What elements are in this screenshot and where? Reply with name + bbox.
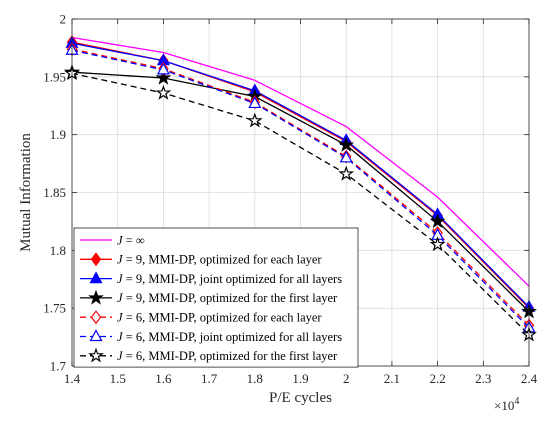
data-point xyxy=(155,69,172,85)
legend-label-variable: J xyxy=(117,233,124,247)
legend-label: J = 9, MMI-DP, optimized for each layer xyxy=(117,253,322,267)
legend-marker xyxy=(90,252,102,267)
x-tick-label: 2 xyxy=(343,371,350,386)
legend-label-text: = 9, MMI-DP, joint optimized for all lay… xyxy=(123,272,343,286)
series-line xyxy=(71,36,530,287)
data-point xyxy=(246,112,263,128)
y-tick-label: 1.8 xyxy=(50,243,66,258)
y-tick-label: 2 xyxy=(60,12,67,27)
legend-label: J = 6, MMI-DP, optimized for each layer xyxy=(117,311,322,325)
legend-marker xyxy=(89,329,103,342)
y-tick-label: 1.7 xyxy=(50,359,67,374)
data-point xyxy=(156,62,170,75)
data-point xyxy=(155,84,172,100)
legend-entry: J = 6, MMI-DP, optimized for each layer xyxy=(80,310,322,325)
x-tick-label: 1.9 xyxy=(292,371,308,386)
x-tick-label: 2.4 xyxy=(521,371,538,386)
data-point xyxy=(338,165,355,181)
legend-box xyxy=(73,227,359,368)
legend-label-text: = ∞ xyxy=(123,233,145,247)
legend-marker xyxy=(89,271,103,284)
legend-entry: J = 6, MMI-DP, joint optimized for all l… xyxy=(80,329,342,344)
legend-label: J = 9, MMI-DP, optimized for the first l… xyxy=(117,291,338,305)
data-point xyxy=(248,96,262,109)
legend-label-text: = 9, MMI-DP, optimized for each layer xyxy=(123,253,323,267)
y-tick-label: 1.75 xyxy=(43,301,66,316)
y-axis-label: Mutual Information xyxy=(18,133,34,252)
legend-marker xyxy=(88,289,104,305)
x-multiplier-base: ×10 xyxy=(494,398,514,413)
data-point xyxy=(339,150,353,163)
legend-marker xyxy=(90,310,102,325)
legend-label-text: = 6, MMI-DP, joint optimized for all lay… xyxy=(123,330,343,344)
y-tick-label: 1.9 xyxy=(50,127,66,142)
ticks: 1.4 1.5 1.6 1.7 1.8 1.9 2 2.1 2.2 2.3 2.4 1.7 1.75 1.… xyxy=(43,12,537,387)
x-tick-label: 2.1 xyxy=(384,371,400,386)
data-point xyxy=(338,136,355,152)
series-line xyxy=(71,42,530,308)
legend-entry: J = 9, MMI-DP, optimized for the first l… xyxy=(80,289,338,305)
legend-entry: J = ∞ xyxy=(80,233,145,247)
series-line xyxy=(71,49,530,329)
legend-entry: J = 6, MMI-DP, optimized for the first l… xyxy=(80,347,338,363)
legend-label-variable: J xyxy=(117,291,124,305)
legend-label: J = 9, MMI-DP, joint optimized for all l… xyxy=(117,272,342,286)
x-tick-label: 2.3 xyxy=(475,371,491,386)
x-axis-label: P/E cycles xyxy=(269,390,332,406)
series-line xyxy=(71,72,530,336)
series-1 xyxy=(71,36,530,287)
legend-label-text: = 6, MMI-DP, optimized for each layer xyxy=(123,311,323,325)
legend-label-variable: J xyxy=(117,253,124,267)
x-axis-multiplier: ×104 xyxy=(494,396,519,413)
series-layer xyxy=(64,35,537,342)
x-tick-label: 1.8 xyxy=(247,371,263,386)
series-line xyxy=(71,48,530,326)
x-tick-label: 1.4 xyxy=(64,371,81,386)
y-tick-label: 1.85 xyxy=(43,185,66,200)
legend-label-text: = 9, MMI-DP, optimized for the first lay… xyxy=(123,291,338,305)
x-tick-label: 2.2 xyxy=(429,371,445,386)
x-tick-label: 1.6 xyxy=(155,371,172,386)
legend-label-text: = 6, MMI-DP, optimized for the first lay… xyxy=(123,349,338,363)
x-tick-label: 1.7 xyxy=(201,371,218,386)
series-line xyxy=(71,71,530,313)
x-multiplier-exponent: 4 xyxy=(514,396,519,407)
legend-marker xyxy=(88,347,104,363)
legend-label-variable: J xyxy=(117,272,124,286)
x-tick-label: 1.5 xyxy=(110,371,126,386)
y-tick-label: 1.95 xyxy=(43,69,66,84)
legend-label: J = 6, MMI-DP, optimized for the first l… xyxy=(117,349,338,363)
legend-label-variable: J xyxy=(117,311,124,325)
legend-label: J = ∞ xyxy=(117,233,145,247)
legend-entry: J = 9, MMI-DP, joint optimized for all l… xyxy=(80,271,342,286)
legend-label-variable: J xyxy=(117,349,124,363)
legend-label-variable: J xyxy=(117,330,124,344)
legend: J = ∞J = 9, MMI-DP, optimized for each l… xyxy=(73,227,359,368)
legend-entry: J = 9, MMI-DP, optimized for each layer xyxy=(80,252,322,267)
data-point xyxy=(429,236,446,252)
data-point xyxy=(429,213,446,229)
legend-label: J = 6, MMI-DP, joint optimized for all l… xyxy=(117,330,342,344)
